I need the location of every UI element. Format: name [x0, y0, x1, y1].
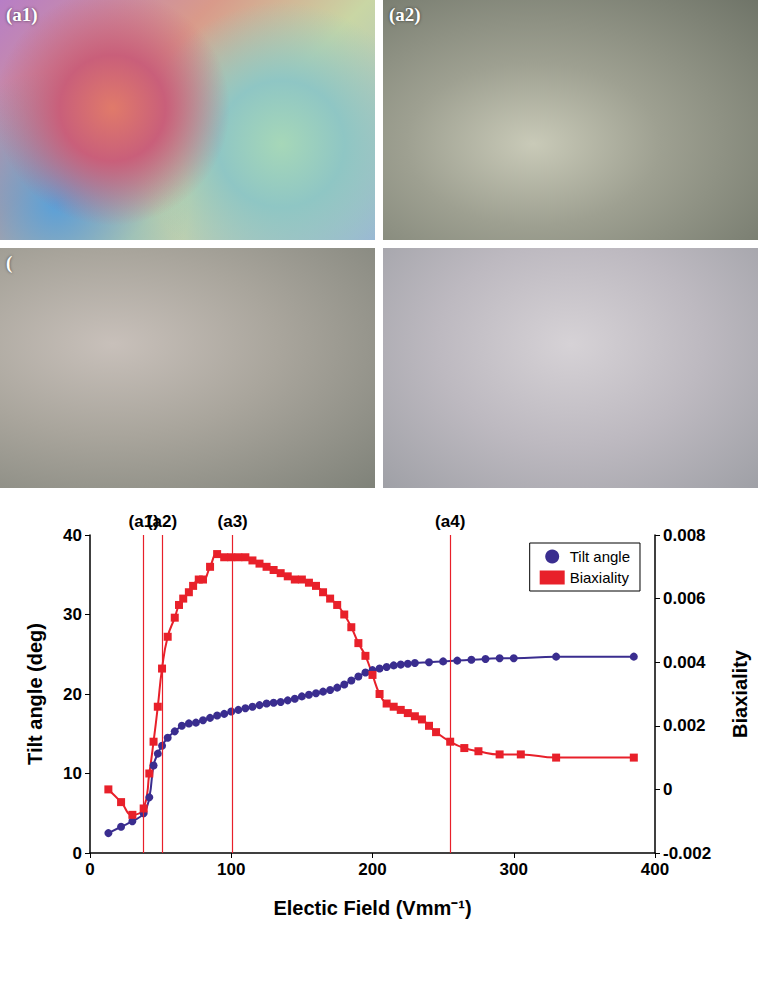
svg-text:40: 40 [63, 526, 82, 545]
svg-text:200: 200 [358, 860, 386, 879]
svg-text:Tilt angle: Tilt angle [570, 548, 630, 565]
svg-text:400: 400 [641, 860, 669, 879]
svg-text:0.004: 0.004 [663, 653, 706, 672]
svg-text:0: 0 [663, 780, 672, 799]
svg-text:Biaxiality: Biaxiality [729, 649, 751, 738]
svg-text:(a1): (a1) [128, 512, 159, 531]
svg-text:0.006: 0.006 [663, 589, 706, 608]
svg-text:0.002: 0.002 [663, 716, 706, 735]
svg-text:Biaxiality: Biaxiality [570, 569, 630, 586]
svg-text:20: 20 [63, 685, 82, 704]
svg-text:30: 30 [63, 605, 82, 624]
svg-text:(a2): (a2) [147, 512, 177, 531]
svg-text:(a3): (a3) [218, 512, 248, 531]
html-text:(a2): (a2) [389, 4, 421, 25]
svg-text:0: 0 [73, 844, 82, 863]
svg-text:0.008: 0.008 [663, 526, 706, 545]
svg-text:-0.002: -0.002 [663, 844, 711, 863]
svg-text:0: 0 [85, 860, 94, 879]
svg-text:(a4): (a4) [435, 512, 465, 531]
html-text:(a1): (a1) [6, 4, 38, 25]
svg-text:300: 300 [500, 860, 528, 879]
svg-text:100: 100 [217, 860, 245, 879]
svg-text:10: 10 [63, 764, 82, 783]
svg-text:Tilt angle (deg): Tilt angle (deg) [24, 623, 46, 765]
svg-text:Electic Field (Vmm⁻¹): Electic Field (Vmm⁻¹) [273, 897, 471, 919]
